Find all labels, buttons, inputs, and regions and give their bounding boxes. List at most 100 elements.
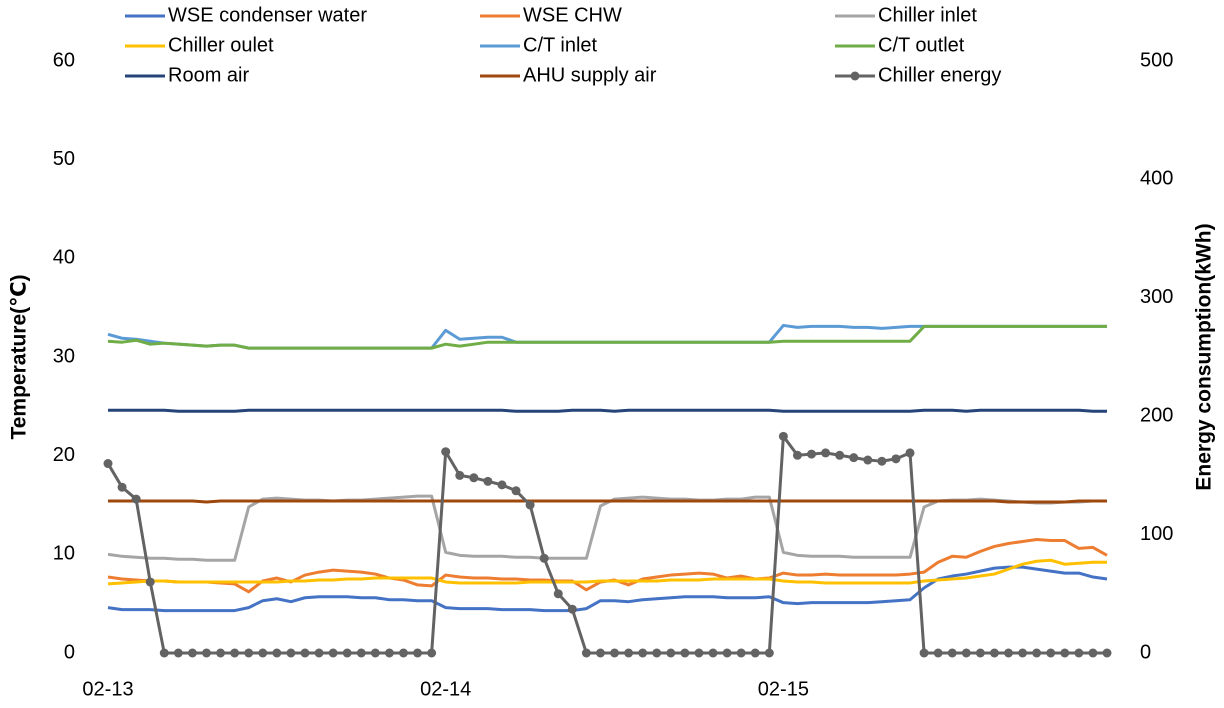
series-marker bbox=[567, 604, 577, 614]
series-marker bbox=[525, 500, 535, 510]
y2-tick-label: 500 bbox=[1140, 49, 1173, 71]
x-tick-label: 02-14 bbox=[420, 678, 471, 700]
legend-label: AHU supply air bbox=[523, 64, 657, 86]
series-marker bbox=[370, 648, 380, 658]
series-marker bbox=[216, 648, 226, 658]
series-marker bbox=[736, 648, 746, 658]
legend-label: C/T inlet bbox=[523, 34, 598, 56]
y-tick-label: 60 bbox=[53, 49, 75, 71]
series-marker bbox=[1004, 648, 1014, 658]
series-line bbox=[108, 499, 1107, 504]
series-marker bbox=[652, 648, 662, 658]
series-marker bbox=[750, 648, 760, 658]
series-marker bbox=[778, 431, 788, 441]
series-marker bbox=[680, 648, 690, 658]
y2-tick-label: 200 bbox=[1140, 404, 1173, 426]
series-marker bbox=[145, 577, 155, 587]
series-marker bbox=[117, 482, 127, 492]
series-marker bbox=[539, 553, 549, 563]
series-marker bbox=[201, 648, 211, 658]
series-marker bbox=[553, 589, 563, 599]
series-line bbox=[107, 494, 1107, 562]
y2-tick-label: 100 bbox=[1140, 523, 1173, 545]
y-tick-label: 40 bbox=[53, 247, 75, 269]
series-marker bbox=[103, 459, 113, 469]
series-marker bbox=[483, 476, 493, 486]
series-marker bbox=[1018, 648, 1028, 658]
series-marker bbox=[413, 648, 423, 658]
series-marker bbox=[314, 648, 324, 658]
series-marker bbox=[187, 648, 197, 658]
series-marker bbox=[1032, 648, 1042, 658]
series-marker bbox=[1102, 648, 1112, 658]
series-marker bbox=[1060, 648, 1070, 658]
legend-label: Room air bbox=[168, 64, 249, 86]
series-marker bbox=[849, 453, 859, 463]
series-marker bbox=[666, 648, 676, 658]
series-marker bbox=[272, 648, 282, 658]
y-axis-title: Temperature(℃) bbox=[8, 274, 31, 439]
series-marker bbox=[919, 648, 929, 658]
y-tick-label: 0 bbox=[64, 641, 75, 663]
series-marker bbox=[441, 447, 451, 457]
series-line bbox=[108, 408, 1107, 413]
series-marker bbox=[708, 648, 718, 658]
series-marker bbox=[610, 648, 620, 658]
legend-label: WSE condenser water bbox=[168, 4, 367, 26]
y2-tick-label: 400 bbox=[1140, 168, 1173, 190]
series-marker bbox=[638, 648, 648, 658]
series-marker bbox=[328, 648, 338, 658]
series-marker bbox=[286, 648, 296, 658]
series-marker bbox=[384, 648, 394, 658]
series-marker bbox=[624, 648, 634, 658]
series-marker bbox=[722, 648, 732, 658]
series-marker bbox=[258, 648, 268, 658]
series-line bbox=[107, 324, 1107, 350]
x-tick-label: 02-15 bbox=[758, 678, 809, 700]
legend-label: C/T outlet bbox=[878, 34, 965, 56]
series-marker bbox=[131, 494, 141, 504]
series-marker bbox=[961, 648, 971, 658]
series-marker bbox=[455, 470, 465, 480]
series-marker bbox=[933, 648, 943, 658]
y-tick-label: 50 bbox=[53, 148, 75, 170]
series-marker bbox=[807, 449, 817, 459]
series-marker bbox=[356, 648, 366, 658]
series-marker bbox=[511, 486, 521, 496]
legend-label: WSE CHW bbox=[523, 4, 622, 26]
series-marker bbox=[863, 455, 873, 465]
y-tick-label: 30 bbox=[53, 345, 75, 367]
series-marker bbox=[1074, 648, 1084, 658]
y2-axis-title: Energy consumption(kWh) bbox=[1193, 223, 1216, 490]
series-marker bbox=[159, 648, 169, 658]
series-marker bbox=[1088, 648, 1098, 658]
series-marker bbox=[792, 450, 802, 460]
series-marker bbox=[173, 648, 183, 658]
y2-tick-label: 0 bbox=[1140, 641, 1151, 663]
x-tick-label: 02-13 bbox=[82, 678, 133, 700]
series-marker bbox=[877, 456, 887, 466]
y2-tick-label: 300 bbox=[1140, 286, 1173, 308]
series-marker bbox=[300, 648, 310, 658]
series-line bbox=[107, 565, 1108, 613]
series-line bbox=[106, 434, 1107, 655]
series-marker bbox=[891, 454, 901, 464]
series-marker bbox=[947, 648, 957, 658]
series-marker bbox=[230, 648, 240, 658]
series-line bbox=[107, 538, 1108, 594]
series-line bbox=[107, 323, 1107, 350]
series-marker bbox=[905, 448, 915, 458]
series-marker bbox=[427, 648, 437, 658]
series-marker bbox=[975, 648, 985, 658]
legend-label: Chiller inlet bbox=[878, 4, 977, 26]
legend-label: Chiller energy bbox=[878, 64, 1001, 86]
series-marker bbox=[835, 450, 845, 460]
series-marker bbox=[764, 648, 774, 658]
series-marker bbox=[497, 480, 507, 490]
y-tick-label: 10 bbox=[53, 543, 75, 565]
legend-marker bbox=[850, 71, 860, 81]
series-marker bbox=[694, 648, 704, 658]
series-marker bbox=[244, 648, 254, 658]
series-marker bbox=[595, 648, 605, 658]
